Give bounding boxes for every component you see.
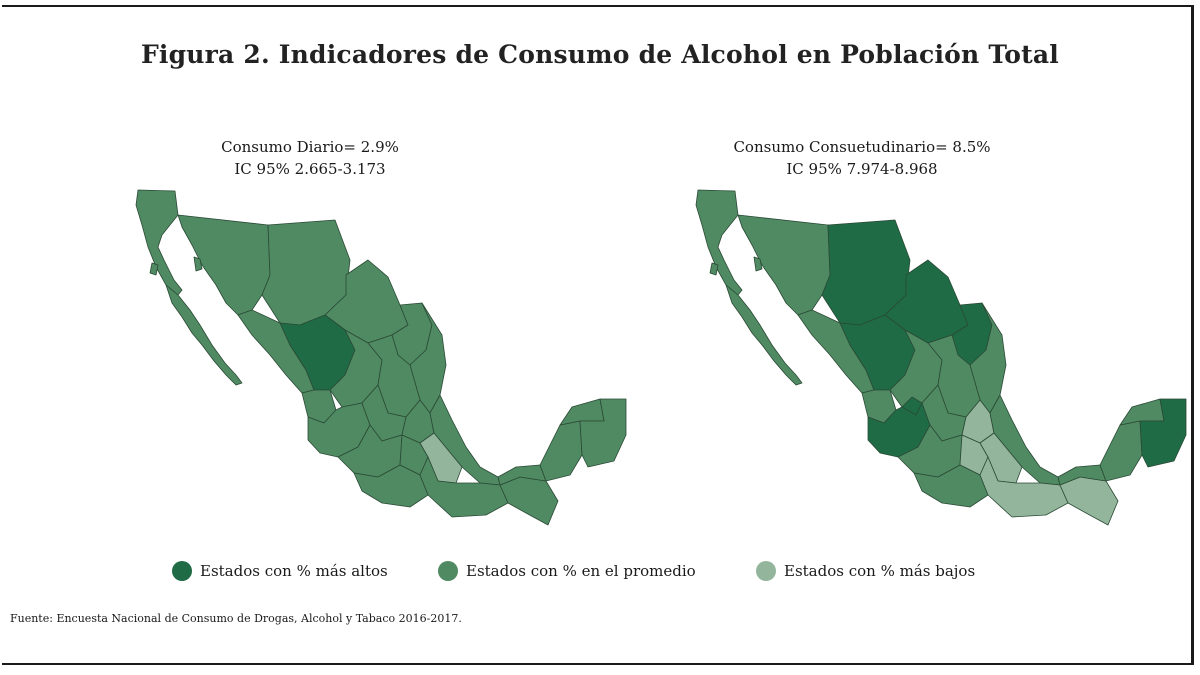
legend-item-lowest: Estados con % más bajos <box>756 561 975 581</box>
region-campeche <box>1099 420 1143 482</box>
region-island <box>753 256 763 272</box>
region-quintana-roo <box>1139 398 1187 468</box>
region-campeche <box>539 420 583 482</box>
daily-consumption-value: Consumo Diario= 2.9% <box>221 138 399 156</box>
region-baja-california-sur <box>165 284 243 386</box>
legend-label-average: Estados con % en el promedio <box>466 562 696 580</box>
region-baja-california <box>695 189 743 296</box>
legend-label-lowest: Estados con % más bajos <box>784 562 976 580</box>
legend-label-highest: Estados con % más altos <box>200 562 388 580</box>
source-note: Fuente: Encuesta Nacional de Consumo de … <box>10 612 462 625</box>
figure-title: Figura 2. Indicadores de Consumo de Alco… <box>140 40 1059 69</box>
habitual-consumption-ci: IC 95% 7.974-8.968 <box>786 160 938 178</box>
region-chiapas <box>499 476 559 526</box>
daily-consumption-stat: Consumo Diario= 2.9% IC 95% 2.665-3.173 <box>130 136 490 180</box>
region-island <box>193 256 203 272</box>
legend-swatch-highest <box>172 561 192 581</box>
habitual-consumption-stat: Consumo Consuetudinario= 8.5% IC 95% 7.9… <box>682 136 1042 180</box>
daily-consumption-ci: IC 95% 2.665-3.173 <box>234 160 386 178</box>
figure-frame <box>2 5 1194 665</box>
mexico-map-daily <box>135 189 627 526</box>
habitual-consumption-value: Consumo Consuetudinario= 8.5% <box>733 138 991 156</box>
region-sonora <box>737 214 831 316</box>
mexico-map-habitual <box>695 189 1187 526</box>
region-quintana-roo <box>579 398 627 468</box>
legend: Estados con % más altos Estados con % en… <box>0 561 1200 591</box>
legend-item-average: Estados con % en el promedio <box>438 561 696 581</box>
legend-item-highest: Estados con % más altos <box>172 561 388 581</box>
region-island <box>709 262 719 276</box>
region-chiapas <box>1059 476 1119 526</box>
legend-swatch-average <box>438 561 458 581</box>
region-baja-california-sur <box>725 284 803 386</box>
region-baja-california <box>135 189 183 296</box>
region-sonora <box>177 214 271 316</box>
region-island <box>149 262 159 276</box>
legend-swatch-lowest <box>756 561 776 581</box>
